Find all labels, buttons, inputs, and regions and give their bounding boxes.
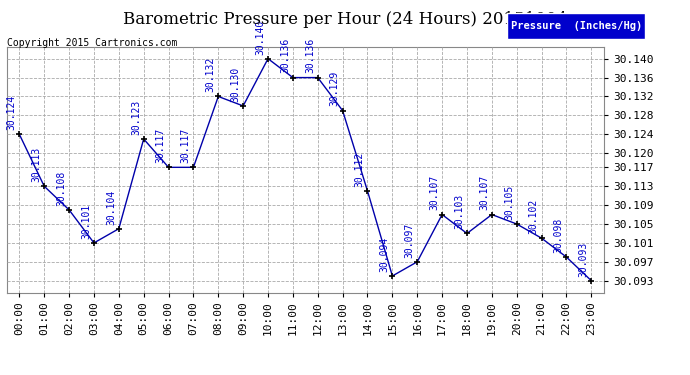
Text: 30.132: 30.132 <box>206 57 215 92</box>
Text: Pressure  (Inches/Hg): Pressure (Inches/Hg) <box>511 21 642 31</box>
Text: 30.112: 30.112 <box>355 152 365 187</box>
Text: 30.093: 30.093 <box>578 241 589 276</box>
Text: 30.102: 30.102 <box>529 199 539 234</box>
Text: Copyright 2015 Cartronics.com: Copyright 2015 Cartronics.com <box>7 38 177 48</box>
Text: 30.101: 30.101 <box>81 204 91 239</box>
Text: 30.107: 30.107 <box>429 175 440 210</box>
Text: 30.105: 30.105 <box>504 184 514 220</box>
Text: 30.117: 30.117 <box>156 128 166 163</box>
Text: 30.136: 30.136 <box>305 38 315 74</box>
Text: 30.123: 30.123 <box>131 100 141 135</box>
Text: 30.113: 30.113 <box>32 147 41 182</box>
Text: 30.129: 30.129 <box>330 71 340 106</box>
Text: 30.098: 30.098 <box>553 217 564 253</box>
Text: 30.130: 30.130 <box>230 66 240 102</box>
Text: 30.097: 30.097 <box>404 222 415 258</box>
Text: 30.103: 30.103 <box>454 194 464 229</box>
Text: 30.140: 30.140 <box>255 19 265 54</box>
Text: 30.117: 30.117 <box>181 128 190 163</box>
Text: 30.094: 30.094 <box>380 237 390 272</box>
Text: 30.124: 30.124 <box>7 95 17 130</box>
Text: Barometric Pressure per Hour (24 Hours) 20151004: Barometric Pressure per Hour (24 Hours) … <box>123 11 567 28</box>
Text: 30.104: 30.104 <box>106 189 116 225</box>
Text: 30.108: 30.108 <box>57 170 66 206</box>
Text: 30.136: 30.136 <box>280 38 290 74</box>
Text: 30.107: 30.107 <box>479 175 489 210</box>
